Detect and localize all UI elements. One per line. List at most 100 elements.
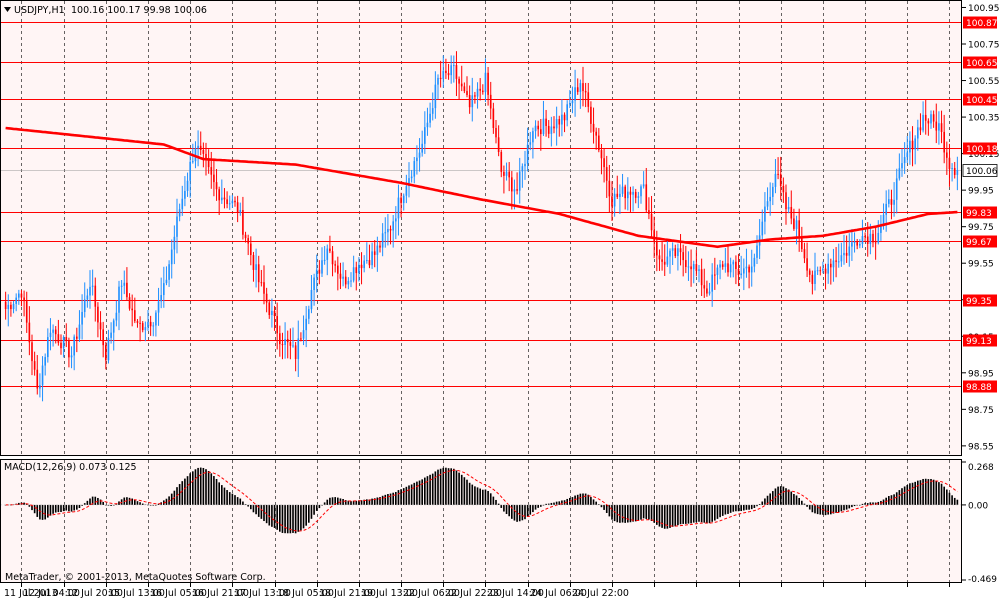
macd-bar <box>141 503 144 505</box>
macd-bar <box>342 498 344 505</box>
candle-body <box>685 260 687 267</box>
macd-label: MACD(12,26,9) 0.073 0.125 <box>4 462 137 473</box>
candle-body <box>226 199 228 204</box>
macd-bar <box>497 503 500 505</box>
macd-bar <box>400 489 402 505</box>
candle-body <box>128 297 131 309</box>
candle-body <box>115 312 118 321</box>
macd-bar <box>318 504 321 509</box>
candle-body <box>946 152 948 158</box>
macd-bar <box>234 495 236 505</box>
macd-bar <box>677 504 679 526</box>
candle-body <box>416 157 418 162</box>
candle-body <box>286 338 289 343</box>
candle-body <box>621 186 624 194</box>
time-tick-label: 18 Jul 05:00 <box>277 588 334 599</box>
candle-body <box>489 94 492 109</box>
ohlc-label: 100.16 100.17 99.98 100.06 <box>71 5 207 16</box>
candle-body <box>645 184 648 211</box>
candle-body <box>819 270 822 272</box>
macd-bar <box>381 495 384 505</box>
candle-body <box>524 163 526 167</box>
macd-bar <box>893 494 895 505</box>
macd-bar <box>619 504 621 523</box>
macd-bar <box>674 504 677 527</box>
macd-bar <box>669 504 671 528</box>
candle-body <box>368 260 371 266</box>
candle-body <box>603 158 605 168</box>
macd-bar <box>587 494 590 505</box>
macd-bar <box>426 476 429 505</box>
candle-body <box>445 70 447 74</box>
macd-bar <box>661 504 663 528</box>
candle-body <box>326 248 329 260</box>
macd-bar <box>368 499 371 505</box>
candle-body <box>598 135 600 151</box>
macd-bar <box>210 473 213 505</box>
level-label-box <box>963 93 997 106</box>
candle-body <box>553 126 555 129</box>
macd-bar <box>54 504 57 513</box>
macd-bar <box>263 504 265 522</box>
candle-body <box>584 91 587 93</box>
candle-body <box>511 177 513 192</box>
candle-body <box>20 293 23 298</box>
macd-bar <box>215 479 218 505</box>
macd-bar <box>911 482 914 505</box>
macd-bar <box>869 502 872 505</box>
candle-body <box>263 282 265 294</box>
candle-body <box>605 167 608 181</box>
candle-body <box>165 279 168 284</box>
candle-body <box>779 174 782 186</box>
macd-bar <box>914 481 916 505</box>
macd-bar <box>642 504 645 519</box>
candle-body <box>181 198 184 210</box>
macd-bar <box>257 504 260 517</box>
macd-bar <box>727 504 729 514</box>
macd-bar <box>956 499 959 505</box>
candle-body <box>392 221 394 231</box>
candle-body <box>450 65 452 76</box>
macd-bar <box>753 504 756 508</box>
candle-body <box>347 280 350 285</box>
candle-body <box>273 310 276 317</box>
candle-body <box>381 233 384 248</box>
macd-bar <box>73 504 75 511</box>
macd-signal-line <box>5 469 958 532</box>
level-label-text: 99.83 <box>966 209 992 219</box>
macd-bar <box>149 504 152 506</box>
macd-bar <box>837 504 840 513</box>
macd-bar <box>405 486 408 505</box>
candle-body <box>358 264 360 274</box>
candle-body <box>526 144 529 164</box>
candle-body <box>716 267 719 275</box>
macd-bar <box>184 478 186 505</box>
time-axis-background <box>0 583 962 600</box>
macd-bar <box>938 482 940 505</box>
candle-body <box>898 168 901 179</box>
macd-bar <box>685 504 687 524</box>
candle-body <box>629 191 632 195</box>
candle-body <box>492 108 495 128</box>
macd-bar <box>424 477 426 505</box>
macd-bar <box>648 504 650 520</box>
collapse-triangle-icon[interactable] <box>4 7 11 12</box>
macd-bar <box>571 497 574 505</box>
macd-bar <box>555 501 558 505</box>
macd-bar <box>221 485 223 505</box>
macd-bar <box>716 504 719 519</box>
macd-bar <box>798 497 800 505</box>
candle-body <box>627 191 629 199</box>
macd-bar <box>801 500 803 505</box>
current-price-text: 100.06 <box>966 167 998 177</box>
macd-bar <box>458 472 460 505</box>
candle-body <box>547 125 550 134</box>
macd-bar <box>708 504 711 524</box>
macd-bar <box>49 504 52 516</box>
candle-body <box>861 236 864 245</box>
level-label-box <box>963 294 997 307</box>
macd-bar <box>474 486 476 505</box>
macd-bar <box>107 504 110 506</box>
